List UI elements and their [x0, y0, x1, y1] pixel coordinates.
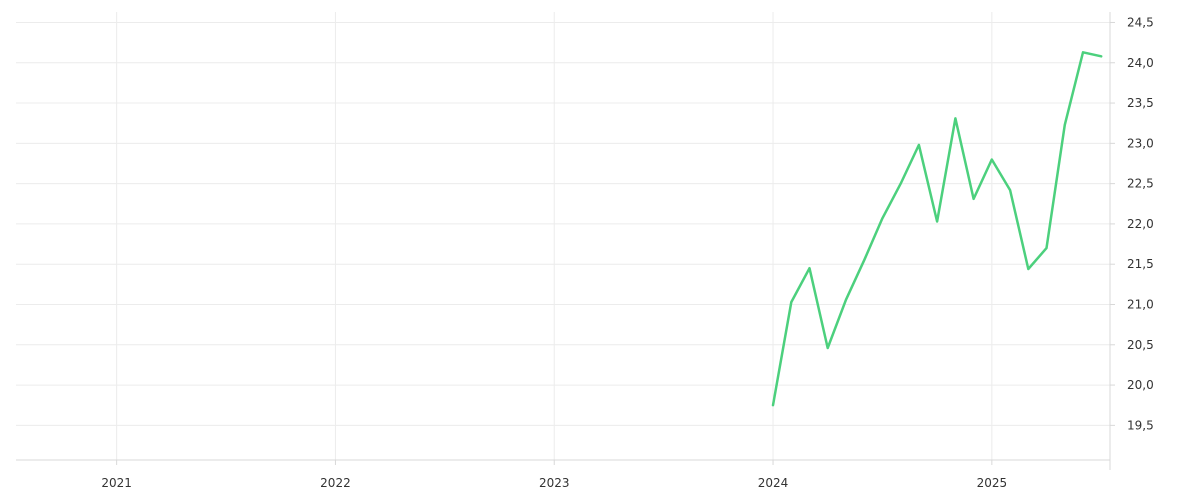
grid	[16, 12, 1110, 460]
data-point	[808, 266, 812, 270]
data-point	[1081, 50, 1085, 54]
data-point	[880, 216, 884, 220]
data-point	[789, 300, 793, 304]
y-tick-label: 20,5	[1127, 338, 1154, 352]
y-tick-label: 19,5	[1127, 418, 1154, 432]
data-point	[972, 197, 976, 201]
data-point	[1099, 54, 1103, 58]
axes	[16, 12, 1115, 470]
data-point	[899, 182, 903, 186]
y-tick-label: 23,0	[1127, 136, 1154, 150]
y-tick-label: 21,0	[1127, 297, 1154, 311]
data-point	[1026, 267, 1030, 271]
data-point	[862, 258, 866, 262]
x-tick-label: 2022	[320, 476, 351, 490]
x-tick-label: 2021	[101, 476, 132, 490]
data-point	[844, 298, 848, 302]
tick-labels: 19,5 20,0 20,5 21,0 21,5 22,0 22,5 23,0 23,5 24,0…	[101, 15, 1153, 490]
data-point	[826, 346, 830, 350]
x-tick-label: 2025	[977, 476, 1008, 490]
y-tick-label: 22,5	[1127, 177, 1154, 191]
x-tick-label: 2024	[758, 476, 789, 490]
series-line	[771, 51, 1103, 407]
y-tick-label: 22,0	[1127, 217, 1154, 231]
data-point	[1008, 188, 1012, 192]
series-layer	[771, 50, 1103, 407]
data-point	[917, 143, 921, 147]
data-point	[771, 403, 775, 407]
data-point	[1063, 123, 1067, 127]
y-tick-label: 24,0	[1127, 56, 1154, 70]
x-tick-label: 2023	[539, 476, 570, 490]
data-point	[1045, 246, 1049, 250]
y-tick-label: 21,5	[1127, 257, 1154, 271]
data-point	[935, 219, 939, 223]
y-tick-label: 24,5	[1127, 15, 1154, 29]
y-tick-label: 20,0	[1127, 378, 1154, 392]
y-tick-label: 23,5	[1127, 96, 1154, 110]
data-point	[953, 116, 957, 120]
data-point	[990, 157, 994, 161]
